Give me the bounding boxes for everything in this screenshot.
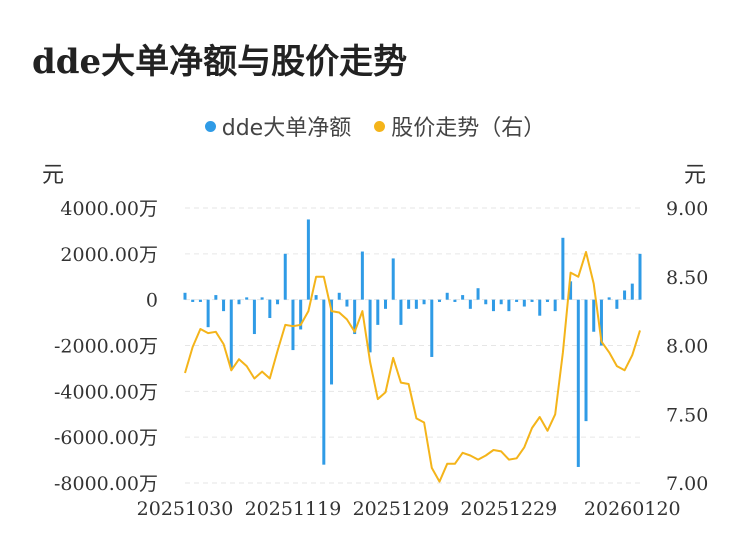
dde-bar — [384, 299, 388, 309]
dde-bar — [252, 299, 256, 335]
y-right-tick-label: 8.50 — [666, 267, 708, 289]
dde-bar — [191, 299, 195, 302]
dde-bar — [330, 299, 334, 385]
dde-bar — [276, 299, 280, 305]
legend-dot-dde — [204, 120, 216, 132]
dde-bar — [484, 299, 488, 305]
dde-bar — [638, 253, 642, 300]
dde-bar — [407, 299, 411, 309]
y-right-tick-label: 9.00 — [666, 198, 708, 220]
dde-bar — [437, 299, 441, 302]
right-axis-unit: 元 — [684, 163, 707, 188]
dde-bar — [237, 299, 241, 305]
x-tick-label: 20251209 — [353, 498, 450, 520]
dde-bar — [545, 299, 549, 302]
dde-bar — [214, 295, 218, 300]
dde-bar — [360, 251, 364, 300]
dde-bar — [260, 297, 264, 300]
dde-bar — [530, 299, 534, 302]
y-left-tick-label: 4000.00万 — [60, 198, 158, 220]
dde-bar — [507, 299, 511, 312]
legend: dde大单净额 股价走势（右） — [0, 110, 750, 142]
dde-bar — [461, 295, 465, 300]
y-left-tick-label: -4000.00万 — [54, 381, 158, 403]
dde-bar — [283, 253, 287, 300]
dde-bar — [198, 299, 202, 302]
dde-bar — [569, 281, 573, 300]
dde-bar — [399, 299, 403, 325]
y-right-tick-label: 7.50 — [666, 404, 708, 426]
legend-label-dde: dde大单净额 — [221, 116, 352, 141]
y-left-tick-label: -2000.00万 — [54, 336, 158, 358]
dde-bar — [623, 290, 627, 300]
price-line — [184, 251, 641, 483]
legend-item-price[interactable]: 股价走势（右） — [374, 110, 545, 142]
dde-bar — [553, 299, 557, 312]
y-left-tick-label: 0 — [146, 290, 158, 312]
dde-bar — [368, 299, 372, 353]
dde-bar — [561, 237, 565, 300]
x-tick-label: 20260120 — [584, 498, 681, 520]
y-left-tick-label: 2000.00万 — [60, 244, 158, 266]
dde-bar — [599, 299, 603, 346]
dde-bar — [522, 299, 526, 307]
dde-bar — [607, 297, 611, 300]
y-left-tick-label: -8000.00万 — [54, 473, 158, 495]
dde-bar — [592, 299, 596, 332]
dde-bar — [206, 299, 210, 328]
dde-bar — [299, 299, 303, 330]
dde-bar — [538, 299, 542, 316]
dde-bar — [499, 299, 503, 305]
dde-bar — [430, 299, 434, 357]
dde-bar — [337, 292, 341, 300]
dde-bar — [245, 297, 249, 300]
dde-bar — [615, 299, 619, 309]
dde-bar — [391, 258, 395, 300]
legend-label-price: 股价走势（右） — [391, 116, 546, 141]
dde-bar — [414, 299, 418, 309]
dde-bar — [445, 292, 449, 300]
dde-bar — [229, 299, 233, 369]
dde-bar — [353, 299, 357, 335]
dde-bar — [576, 299, 580, 467]
x-tick-label: 20251030 — [137, 498, 234, 520]
dde-bar — [183, 292, 187, 300]
x-tick-label: 20251229 — [461, 498, 558, 520]
y-left-tick-label: -6000.00万 — [54, 427, 158, 449]
dde-bar — [630, 283, 634, 300]
chart-title: dde大单净额与股价走势 — [32, 42, 408, 82]
dde-bar — [468, 299, 472, 309]
y-right-tick-label: 8.00 — [666, 336, 708, 358]
dde-bar — [584, 299, 588, 422]
dde-bar — [314, 295, 318, 300]
dde-bar — [476, 288, 480, 300]
dde-bar — [268, 299, 272, 318]
dde-bar — [422, 299, 426, 305]
dde-bar — [376, 299, 380, 325]
x-tick-label: 20251119 — [245, 498, 342, 520]
dde-bar — [453, 299, 457, 302]
dde-bar — [515, 299, 519, 302]
legend-item-dde[interactable]: dde大单净额 — [204, 110, 352, 142]
dde-bar — [491, 299, 495, 312]
y-right-tick-label: 7.00 — [666, 473, 708, 495]
dde-bar — [291, 299, 295, 351]
left-axis-unit: 元 — [42, 163, 65, 188]
dde-bar — [322, 299, 326, 465]
dde-bar — [306, 219, 310, 300]
dde-bar — [222, 299, 226, 312]
legend-dot-price — [374, 120, 386, 132]
dde-bar — [345, 299, 349, 307]
